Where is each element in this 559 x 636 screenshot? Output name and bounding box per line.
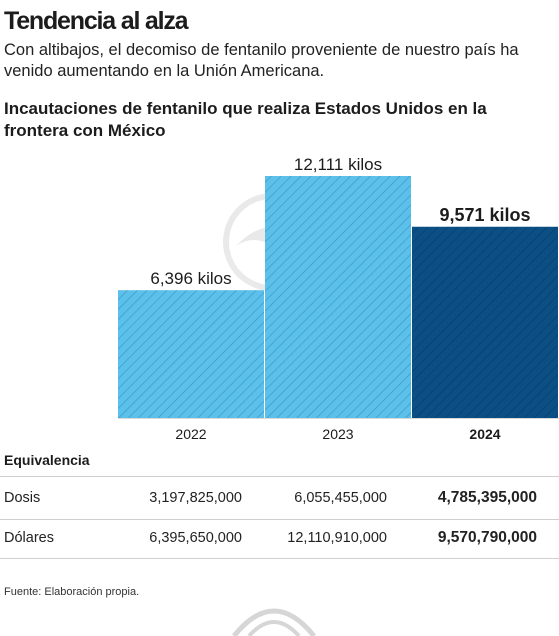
headline: Tendencia al alza xyxy=(4,7,189,35)
chart-title: Incautaciones de fentanilo que realiza E… xyxy=(4,99,487,140)
table-divider xyxy=(0,519,559,520)
bar-2023 xyxy=(265,176,411,418)
cell-2022: 3,197,825,000 xyxy=(149,490,242,506)
cell-2024: 9,570,790,000 xyxy=(437,529,537,546)
cell-2022: 6,395,650,000 xyxy=(149,530,242,546)
row-label: Dosis xyxy=(4,490,41,506)
cell-2024: 4,785,395,000 xyxy=(437,489,537,506)
source-note: Fuente: Elaboración propia. xyxy=(4,586,140,598)
table-divider xyxy=(0,476,559,477)
data-label-2024: 9,571 kilos xyxy=(439,205,530,225)
table-row-dosis: Dosis 3,197,825,000 6,055,455,000 4,785,… xyxy=(0,482,559,516)
logo-watermark-icon xyxy=(232,608,316,636)
bar-2024 xyxy=(412,226,558,418)
subheadline: Con altibajos, el decomiso de fentanilo … xyxy=(4,41,519,80)
data-label-2022: 6,396 kilos xyxy=(150,269,231,288)
table-divider xyxy=(0,558,559,559)
bar-2022 xyxy=(118,290,264,418)
table-header: Equivalencia xyxy=(4,452,90,468)
x-tick-2023: 2023 xyxy=(322,426,353,442)
bar-chart: 6,396 kilos 12,111 kilos 9,571 kilos 2022 2… xyxy=(118,155,559,442)
row-label: Dólares xyxy=(4,530,54,546)
x-tick-2022: 2022 xyxy=(175,426,206,442)
data-label-2023: 12,111 kilos xyxy=(294,155,382,174)
cell-2023: 12,110,910,000 xyxy=(287,530,387,546)
x-tick-2024: 2024 xyxy=(469,426,500,442)
cell-2023: 6,055,455,000 xyxy=(294,490,387,506)
table-row-dolares: Dólares 6,395,650,000 12,110,910,000 9,5… xyxy=(0,522,559,556)
